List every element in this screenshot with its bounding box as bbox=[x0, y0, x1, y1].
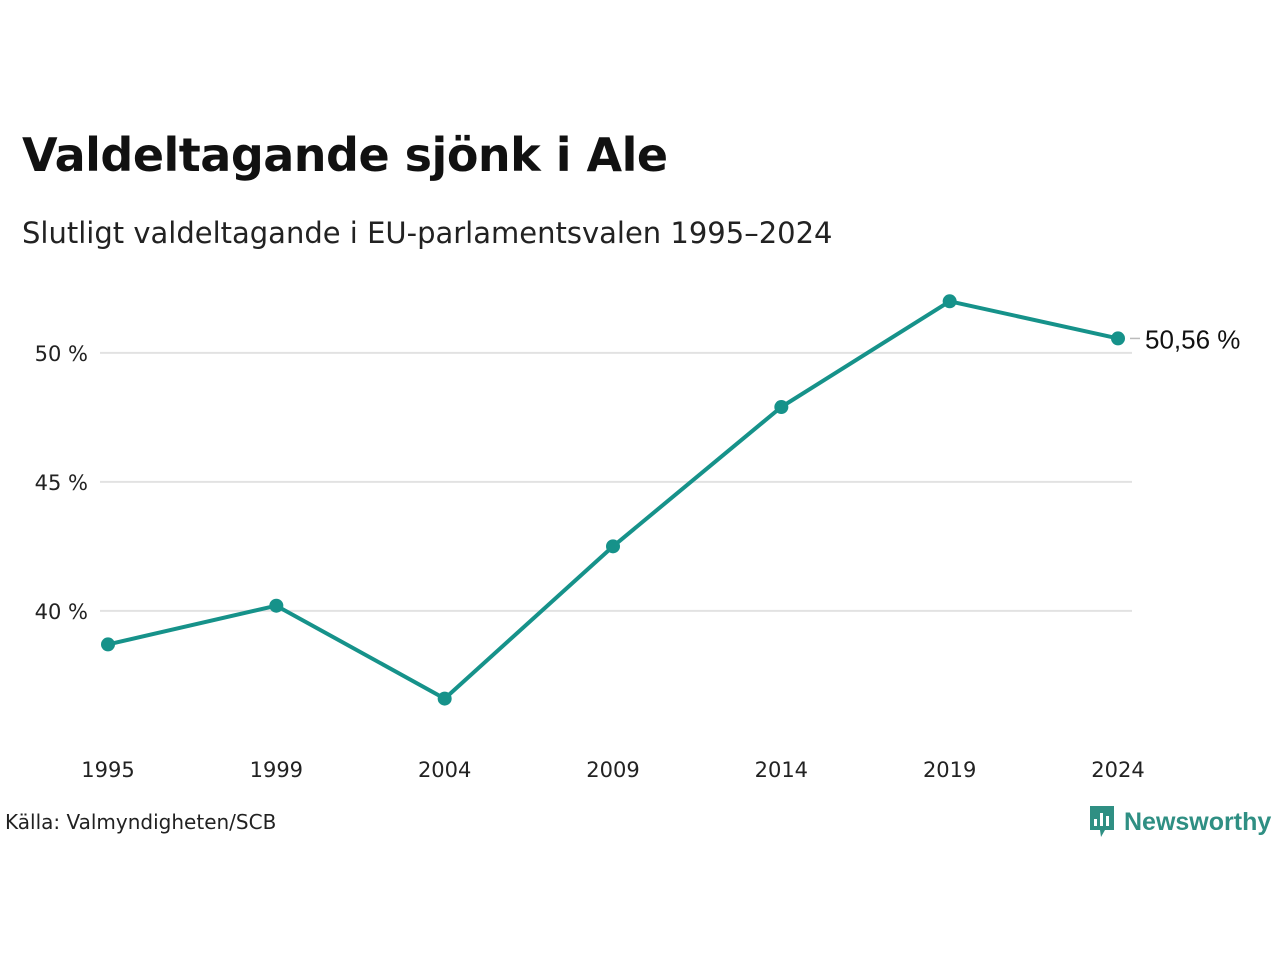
data-point bbox=[606, 539, 620, 554]
x-tick-label: 2024 bbox=[1091, 758, 1144, 782]
chart-title: Valdeltagande sjönk i Ale bbox=[22, 128, 668, 182]
grid-lines bbox=[100, 351, 1132, 612]
data-point bbox=[774, 400, 789, 415]
x-tick-label: 1995 bbox=[81, 758, 134, 782]
brand-logo: Newsworthy bbox=[1088, 804, 1271, 840]
y-axis-ticks: 40 % 45 % 50 % bbox=[35, 342, 88, 624]
data-points bbox=[101, 294, 1125, 706]
series-line bbox=[106, 299, 1120, 701]
x-axis-ticks: 1995 1999 2004 2009 2014 2019 2024 bbox=[81, 758, 1144, 782]
y-tick-label: 45 % bbox=[35, 471, 88, 495]
series-line-layer bbox=[106, 299, 1120, 701]
brand-name: Newsworthy bbox=[1124, 807, 1272, 836]
x-tick-label: 2019 bbox=[923, 758, 976, 782]
bar-chart-pin-icon bbox=[1090, 806, 1114, 837]
data-point bbox=[101, 637, 115, 652]
source-note: Källa: Valmyndigheten/SCB bbox=[5, 810, 277, 834]
x-tick-label: 2014 bbox=[755, 758, 808, 782]
y-tick-label: 50 % bbox=[35, 342, 88, 366]
end-label-layer: 50,56 % bbox=[1130, 324, 1240, 354]
data-point bbox=[942, 294, 957, 309]
chart-subtitle: Slutligt valdeltagande i EU-parlamentsva… bbox=[22, 216, 833, 250]
end-value-label: 50,56 % bbox=[1145, 324, 1240, 354]
x-tick-label: 1999 bbox=[250, 758, 303, 782]
data-point bbox=[1111, 331, 1125, 346]
y-tick-label: 40 % bbox=[35, 600, 88, 624]
x-tick-label: 2004 bbox=[418, 758, 471, 782]
data-point bbox=[437, 691, 452, 706]
x-tick-label: 2009 bbox=[586, 758, 639, 782]
data-point bbox=[269, 598, 284, 613]
